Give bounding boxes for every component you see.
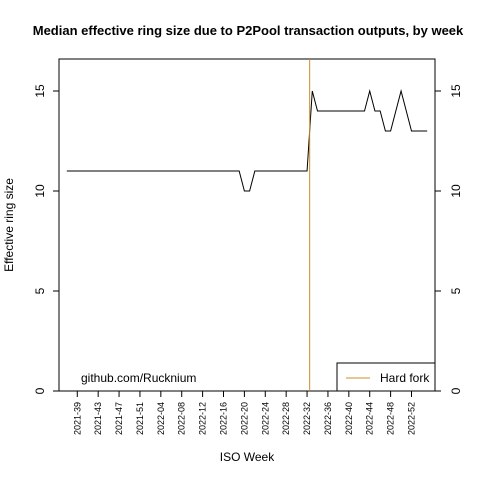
x-axis-label: ISO Week [220,450,275,464]
y-tick-label-left: 0 [33,387,47,394]
legend-label: Hard fork [380,371,430,385]
y-tick-label-right: 15 [449,84,463,98]
x-tick-label: 2022-28 [281,402,291,435]
source-annotation: github.com/Rucknium [81,371,196,385]
chart-title: Median effective ring size due to P2Pool… [33,23,464,38]
x-axis: 2021-39 2021-43 2021-47 2021-51 2022-04 2022-… [72,390,417,435]
y-tick-label-left: 10 [33,184,47,198]
legend: Hard fork [336,362,436,392]
x-tick-label: 2021-47 [114,402,124,435]
x-tick-label: 2022-04 [156,402,166,435]
legend-box [336,362,436,392]
x-tick-label: 2022-36 [323,402,333,435]
y-axis-right: 0 5 10 15 [435,84,463,394]
x-tick-label: 2022-16 [219,402,229,435]
x-tick-label: 2021-51 [135,402,145,435]
series-group [66,89,428,192]
y-tick-label-left: 5 [33,287,47,294]
x-tick-label: 2021-43 [93,402,103,435]
y-tick-label-right: 0 [449,387,463,394]
series-line [66,89,428,192]
y-axis-label: Effective ring size [2,178,16,272]
y-axis-left: 0 5 10 15 [33,84,59,394]
y-tick-label-right: 5 [449,287,463,294]
x-tick-label: 2022-20 [239,402,249,435]
x-tick-label: 2022-12 [198,402,208,435]
y-tick-label-right: 10 [449,184,463,198]
x-tick-label: 2022-24 [260,402,270,435]
x-tick-label: 2022-40 [344,402,354,435]
x-tick-label: 2022-52 [407,402,417,435]
plot-frame [58,58,436,392]
x-tick-label: 2022-48 [386,402,396,435]
y-tick-label-left: 15 [33,84,47,98]
x-tick-label: 2022-44 [365,402,375,435]
x-tick-label: 2022-08 [177,402,187,435]
x-tick-label: 2021-39 [72,402,82,435]
x-tick-label: 2022-32 [302,402,312,435]
